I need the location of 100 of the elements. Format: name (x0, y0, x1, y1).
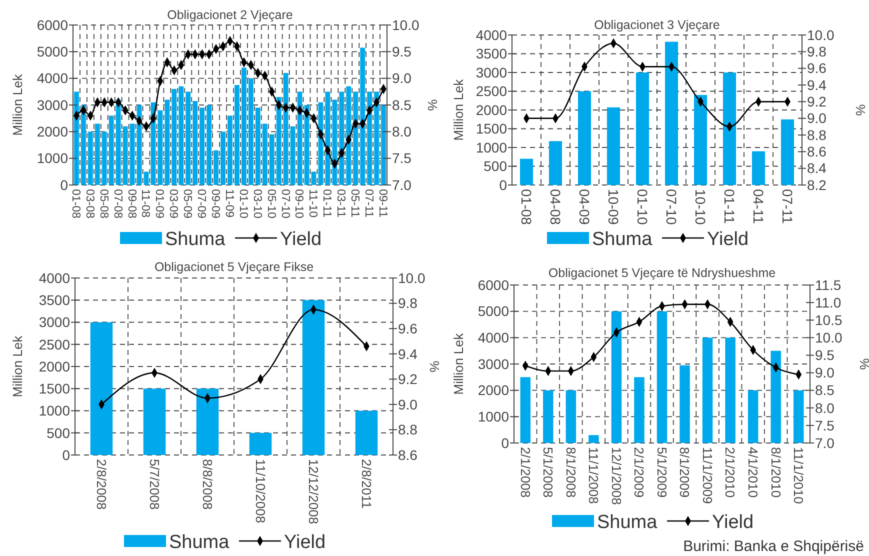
y2-tick-label: 8.0 (392, 124, 412, 140)
bar (611, 311, 622, 443)
bar (283, 73, 288, 185)
x-tick-label: 01-08 (518, 189, 535, 226)
x-tick-label: 11-09 (222, 189, 235, 218)
x-tick-label: 07-11 (780, 189, 796, 224)
bar (664, 42, 678, 185)
legend-label: Yield (712, 512, 754, 533)
bar (367, 92, 372, 185)
bar (636, 72, 650, 185)
bar (74, 92, 79, 185)
y-tick-label: 500 (46, 424, 70, 441)
bar (116, 100, 121, 185)
bar (88, 132, 93, 185)
y-tick-label: 500 (484, 158, 508, 174)
bar (186, 92, 191, 185)
bar (276, 97, 282, 185)
x-tick-label: 03-10 (250, 189, 263, 218)
x-tick-label: 8/8/2008 (200, 459, 215, 510)
y-tick-label: 2000 (38, 358, 70, 374)
y2-tick-label: 10.5 (815, 312, 842, 328)
x-tick-label: 07-08 (111, 189, 124, 218)
y2-tick-label: 8.2 (807, 176, 827, 193)
x-tick-label: 04-11 (750, 189, 767, 224)
y-tick-label: 3000 (36, 96, 68, 113)
chart-title: Obligacionet 5 Vjeçare të Ndryshueshme (548, 266, 776, 280)
x-tick-label: 8/1/2009 (677, 447, 692, 498)
text: Burimi: Banka e Shqipërisë (683, 538, 864, 555)
x-tick-label: 5/1/2008 (540, 447, 556, 498)
bar (158, 110, 163, 185)
x-tick-label: 04-08 (548, 189, 564, 226)
x-tick-label: 01-08 (69, 189, 82, 218)
y-tick-label: 3000 (38, 314, 70, 330)
x-tick-label: 2/8/2011 (358, 459, 374, 509)
x-tick-label: 05-09 (181, 189, 194, 218)
y2-tick-label: 9.4 (807, 76, 827, 93)
x-tick-label: 2/1/2010 (722, 447, 738, 498)
bar (588, 435, 599, 443)
legend-label: Yield (280, 229, 322, 250)
y-tick-label: 1000 (38, 402, 70, 419)
y-tick-label: 2500 (476, 83, 508, 100)
legend-label: Shuma (165, 229, 226, 250)
bar (269, 134, 274, 185)
bar (108, 116, 114, 185)
chart-title: Obligacionet 5 Vjeçare Fikse (154, 260, 314, 274)
x-tick-label: 09-10 (292, 189, 305, 218)
bar (702, 338, 713, 443)
x-tick-label: 11-10 (306, 189, 319, 218)
bar (122, 126, 128, 185)
bar (81, 105, 86, 185)
x-tick-label: 05-08 (97, 189, 110, 218)
y2-tick-label: 10.0 (398, 270, 426, 286)
bar (748, 390, 758, 443)
bar (192, 101, 198, 185)
y-tick-label: 1000 (36, 150, 68, 166)
x-tick-label: 11/10/2008 (252, 459, 268, 524)
x-tick-label: 8/1/2008 (563, 447, 578, 498)
y-tick-label: 3000 (476, 64, 508, 80)
y-tick-label: 4000 (38, 270, 70, 286)
y-tick-label: 5000 (36, 44, 68, 60)
bar (381, 105, 386, 185)
bar (520, 158, 534, 185)
x-tick-label: 03-08 (83, 189, 96, 218)
y-tick-label: 1000 (478, 408, 510, 425)
y-tick-label: 2000 (478, 382, 510, 398)
y2-tick-label: 9.0 (398, 396, 418, 412)
bar (311, 172, 316, 185)
x-tick-label: 09-08 (125, 189, 138, 218)
bar (249, 432, 272, 455)
x-tick-label: 05-11 (348, 189, 361, 218)
bar (214, 150, 218, 185)
bar (656, 311, 668, 443)
bar (102, 132, 107, 185)
y2-tick-label: 8.6 (398, 446, 418, 463)
x-tick-label: 03-11 (334, 189, 347, 218)
bar (242, 68, 246, 185)
bar (520, 377, 531, 443)
x-tick-label: 2/1/2009 (632, 447, 647, 498)
y-tick-label: 1500 (38, 380, 70, 397)
y2-tick-label: 9.8 (807, 44, 827, 60)
bar (339, 92, 344, 185)
y2-tick-label: 7.0 (392, 176, 412, 193)
bar (325, 92, 330, 185)
y-tick-label: 3000 (478, 356, 510, 372)
legend-label: Yield (707, 229, 749, 250)
y-tick-label: 6000 (36, 16, 68, 33)
y2-tick-label: 9.6 (807, 60, 827, 76)
y2-tick-label: 10.0 (807, 26, 834, 43)
x-tick-label: 2/8/2008 (94, 459, 109, 510)
legend-label: Shuma (169, 532, 230, 553)
y-axis-title: Million Lek (451, 332, 466, 395)
y-tick-label: 3500 (476, 46, 508, 62)
y-tick-label: 2000 (36, 124, 68, 140)
x-tick-label: 01-11 (722, 189, 738, 224)
x-tick-label: 11/1/2010 (791, 447, 806, 504)
legend-label: Yield (284, 532, 326, 553)
bar (353, 92, 358, 185)
bar (566, 390, 576, 443)
y2-tick-label: 7.0 (815, 434, 835, 451)
bar (290, 126, 296, 185)
